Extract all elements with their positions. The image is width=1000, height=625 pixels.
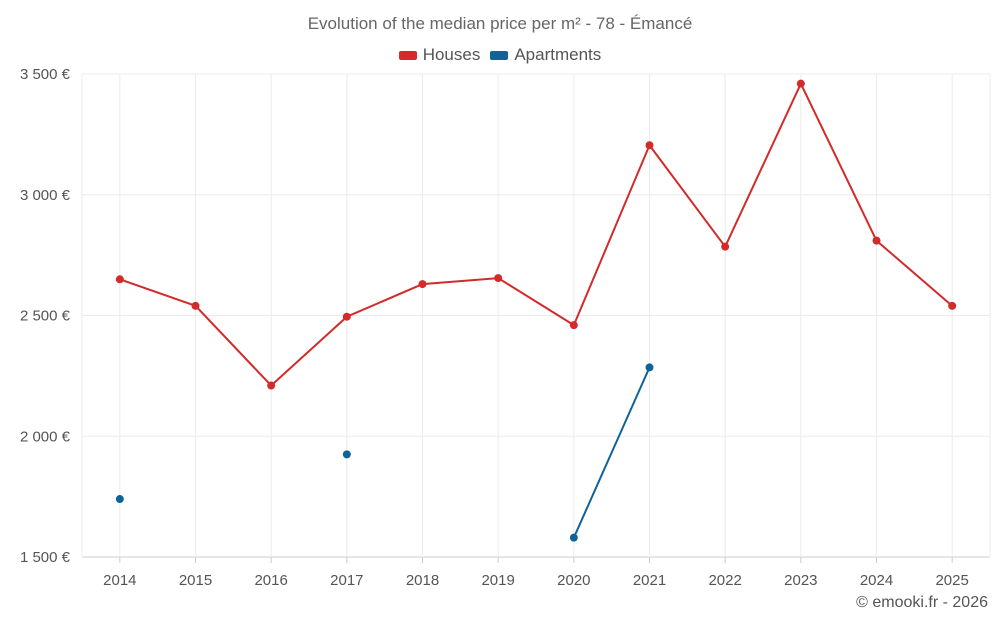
x-tick-label: 2015 bbox=[179, 572, 212, 589]
x-tick-label: 2018 bbox=[406, 572, 439, 589]
legend-label-houses: Houses bbox=[422, 45, 481, 64]
x-tick-label: 2023 bbox=[784, 572, 817, 589]
x-tick-label: 2025 bbox=[935, 572, 968, 589]
x-tick-label: 2019 bbox=[481, 572, 514, 589]
y-tick-label: 3 500 € bbox=[20, 66, 71, 83]
data-point-houses-2019 bbox=[494, 274, 503, 283]
y-tick-label: 3 000 € bbox=[20, 187, 71, 204]
data-point-houses-2015 bbox=[191, 301, 200, 310]
legend-item-apartments[interactable]: Apartments bbox=[490, 45, 601, 65]
x-tick-label: 2022 bbox=[708, 572, 741, 589]
x-tick-label: 2016 bbox=[254, 572, 287, 589]
x-tick-label: 2014 bbox=[103, 572, 136, 589]
copyright-footer: © emooki.fr - 2026 bbox=[856, 594, 988, 611]
x-tick-label: 2017 bbox=[330, 572, 363, 589]
y-tick-label: 2 500 € bbox=[20, 308, 71, 325]
data-point-apartments-2020 bbox=[569, 533, 578, 542]
data-point-houses-2018 bbox=[418, 280, 427, 289]
data-point-apartments-2021 bbox=[645, 363, 654, 372]
x-tick-label: 2020 bbox=[557, 572, 590, 589]
legend-item-houses[interactable]: Houses bbox=[398, 45, 481, 65]
legend-label-apartments: Apartments bbox=[514, 45, 602, 64]
legend-swatch-houses bbox=[398, 50, 417, 60]
data-point-apartments-2014 bbox=[115, 495, 124, 504]
data-point-houses-2024 bbox=[872, 236, 881, 245]
data-point-houses-2014 bbox=[115, 275, 124, 284]
x-tick-label: 2024 bbox=[860, 572, 893, 589]
data-point-houses-2017 bbox=[342, 312, 351, 321]
data-point-houses-2023 bbox=[796, 79, 805, 88]
series-line-apartments bbox=[572, 367, 651, 539]
chart-title: Evolution of the median price per m² - 7… bbox=[307, 14, 693, 33]
y-tick-label: 1 500 € bbox=[20, 549, 71, 566]
data-point-houses-2020 bbox=[569, 321, 578, 330]
series-line-houses bbox=[119, 82, 953, 387]
y-tick-label: 2 000 € bbox=[20, 428, 71, 445]
x-tick-label: 2021 bbox=[633, 572, 666, 589]
chart-legend: Houses Apartments bbox=[0, 45, 1000, 65]
data-point-houses-2025 bbox=[948, 301, 957, 310]
data-point-apartments-2017 bbox=[342, 450, 351, 459]
data-point-houses-2016 bbox=[267, 381, 276, 390]
legend-swatch-apartments bbox=[490, 50, 509, 60]
data-point-houses-2021 bbox=[645, 141, 654, 150]
data-point-houses-2022 bbox=[721, 242, 730, 251]
